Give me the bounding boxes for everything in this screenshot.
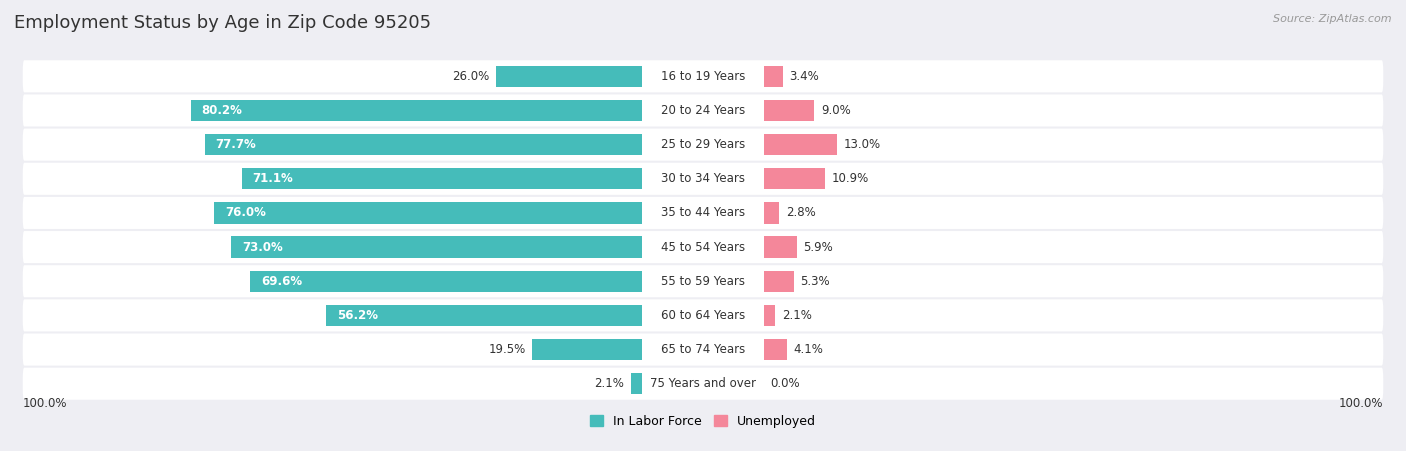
Text: 65 to 74 Years: 65 to 74 Years bbox=[661, 343, 745, 356]
Legend: In Labor Force, Unemployed: In Labor Force, Unemployed bbox=[591, 415, 815, 428]
Text: 73.0%: 73.0% bbox=[242, 240, 283, 253]
Text: 100.0%: 100.0% bbox=[22, 397, 67, 410]
FancyBboxPatch shape bbox=[22, 368, 1384, 400]
Text: 76.0%: 76.0% bbox=[225, 207, 266, 220]
Text: Source: ZipAtlas.com: Source: ZipAtlas.com bbox=[1274, 14, 1392, 23]
Text: 20 to 24 Years: 20 to 24 Years bbox=[661, 104, 745, 117]
Text: 2.1%: 2.1% bbox=[782, 309, 811, 322]
Text: 35 to 44 Years: 35 to 44 Years bbox=[661, 207, 745, 220]
Bar bbox=[763, 66, 783, 87]
Bar bbox=[763, 168, 825, 189]
Text: 16 to 19 Years: 16 to 19 Years bbox=[661, 70, 745, 83]
Bar bbox=[763, 100, 814, 121]
Bar bbox=[250, 271, 643, 292]
Text: 77.7%: 77.7% bbox=[215, 138, 256, 151]
Text: Employment Status by Age in Zip Code 95205: Employment Status by Age in Zip Code 952… bbox=[14, 14, 432, 32]
Text: 10.9%: 10.9% bbox=[831, 172, 869, 185]
Bar bbox=[533, 339, 643, 360]
Bar bbox=[242, 168, 643, 189]
FancyBboxPatch shape bbox=[22, 163, 1384, 195]
Bar bbox=[763, 271, 793, 292]
Bar bbox=[191, 100, 643, 121]
FancyBboxPatch shape bbox=[22, 299, 1384, 331]
FancyBboxPatch shape bbox=[22, 197, 1384, 229]
Bar bbox=[763, 305, 776, 326]
Text: 69.6%: 69.6% bbox=[262, 275, 302, 288]
Text: 60 to 64 Years: 60 to 64 Years bbox=[661, 309, 745, 322]
Text: 9.0%: 9.0% bbox=[821, 104, 851, 117]
Bar bbox=[763, 236, 797, 258]
Text: 55 to 59 Years: 55 to 59 Years bbox=[661, 275, 745, 288]
FancyBboxPatch shape bbox=[22, 231, 1384, 263]
Text: 5.9%: 5.9% bbox=[803, 240, 834, 253]
Text: 0.0%: 0.0% bbox=[770, 377, 800, 390]
FancyBboxPatch shape bbox=[22, 265, 1384, 297]
Text: 80.2%: 80.2% bbox=[201, 104, 242, 117]
FancyBboxPatch shape bbox=[22, 60, 1384, 92]
Bar bbox=[763, 339, 787, 360]
Text: 2.1%: 2.1% bbox=[595, 377, 624, 390]
FancyBboxPatch shape bbox=[22, 333, 1384, 366]
Bar bbox=[205, 134, 643, 155]
Text: 2.8%: 2.8% bbox=[786, 207, 815, 220]
Bar bbox=[630, 373, 643, 394]
Text: 25 to 29 Years: 25 to 29 Years bbox=[661, 138, 745, 151]
Bar bbox=[326, 305, 643, 326]
Text: 30 to 34 Years: 30 to 34 Years bbox=[661, 172, 745, 185]
Text: 56.2%: 56.2% bbox=[336, 309, 378, 322]
Text: 5.3%: 5.3% bbox=[800, 275, 830, 288]
Bar bbox=[496, 66, 643, 87]
Text: 3.4%: 3.4% bbox=[789, 70, 820, 83]
Bar bbox=[231, 236, 643, 258]
Text: 45 to 54 Years: 45 to 54 Years bbox=[661, 240, 745, 253]
Bar bbox=[763, 202, 779, 224]
Text: 13.0%: 13.0% bbox=[844, 138, 880, 151]
FancyBboxPatch shape bbox=[22, 94, 1384, 127]
Text: 19.5%: 19.5% bbox=[489, 343, 526, 356]
Text: 75 Years and over: 75 Years and over bbox=[650, 377, 756, 390]
Text: 71.1%: 71.1% bbox=[253, 172, 294, 185]
Text: 4.1%: 4.1% bbox=[793, 343, 823, 356]
FancyBboxPatch shape bbox=[22, 129, 1384, 161]
Bar bbox=[763, 134, 837, 155]
Text: 26.0%: 26.0% bbox=[453, 70, 489, 83]
Bar bbox=[214, 202, 643, 224]
Text: 100.0%: 100.0% bbox=[1339, 397, 1384, 410]
